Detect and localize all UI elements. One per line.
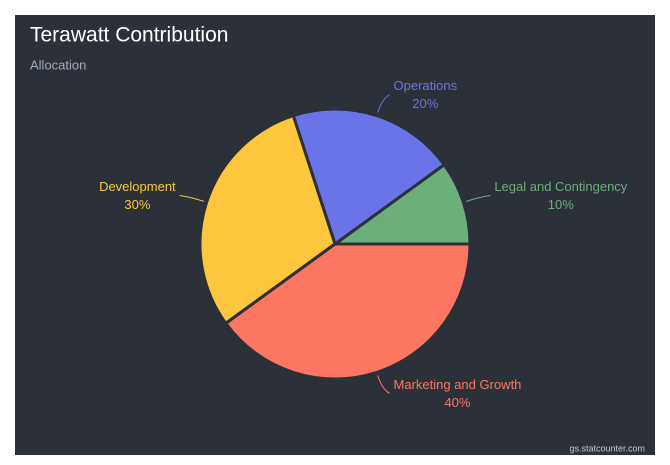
data-label-value: 40% (444, 395, 470, 410)
credit: gs.statcounter.com (569, 443, 645, 453)
pie-slice (291, 107, 447, 247)
pie-slice (330, 162, 472, 246)
pie-slice (223, 242, 472, 381)
chart-title: Terawatt Contribution (30, 24, 228, 47)
pie-slice (198, 113, 337, 326)
data-label-value: 30% (124, 197, 150, 212)
data-label-name: Legal and Contingency (494, 179, 627, 194)
connector (377, 94, 390, 113)
connector (179, 194, 204, 202)
connector (377, 375, 390, 394)
chart-subtitle: Allocation (30, 57, 86, 72)
data-label-name: Operations (394, 78, 458, 93)
data-label-name: Development (99, 179, 176, 194)
data-label-value: 10% (548, 197, 574, 212)
data-label-name: Marketing and Growth (394, 377, 522, 392)
data-label-value: 20% (412, 96, 438, 111)
connector (466, 194, 491, 202)
